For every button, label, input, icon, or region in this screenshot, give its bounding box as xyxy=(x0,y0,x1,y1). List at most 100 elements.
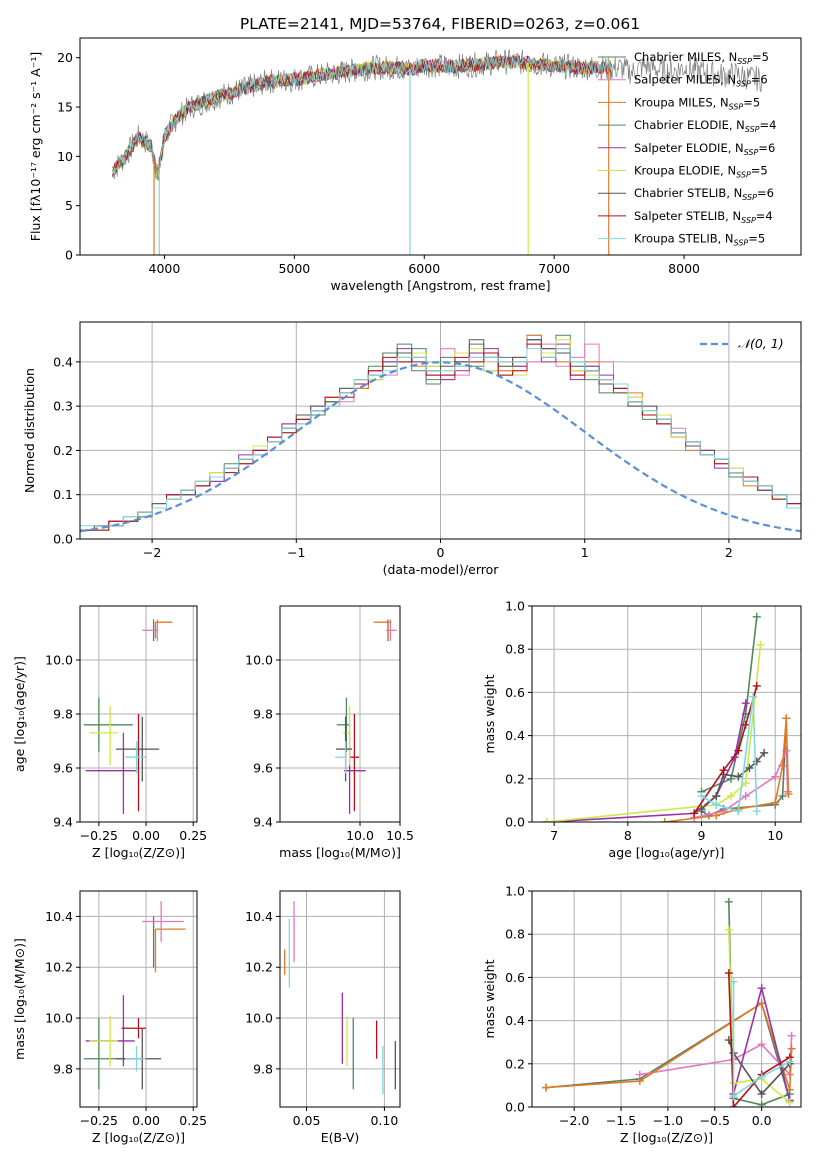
weight-line-kroupa-elodie xyxy=(728,929,791,1104)
y-axis-label: age [log₁₀(age/yr)] xyxy=(12,656,27,772)
y-tick-label: 9.8 xyxy=(253,1061,273,1076)
y-tick-label: 0.8 xyxy=(505,642,525,657)
y-tick-label: 1.0 xyxy=(505,884,525,899)
x-tick-label: 6000 xyxy=(408,261,440,276)
x-tick-label: −1.0 xyxy=(653,1113,683,1128)
weight-marker-kroupa-elodie xyxy=(785,1098,794,1107)
weight-marker-kroupa-stelib xyxy=(729,1092,738,1101)
x-tick-label: −2.0 xyxy=(559,1113,589,1128)
weight-marker-kroupa-stelib xyxy=(712,800,721,809)
x-tick-label: 5000 xyxy=(278,261,310,276)
axes-frame xyxy=(79,605,198,823)
x-tick-label: −1 xyxy=(287,545,305,560)
weight-line-chabrier-elodie xyxy=(701,616,758,793)
x-tick-label: 0.25 xyxy=(179,1113,207,1128)
axes-frame xyxy=(531,605,802,823)
weight-line-chabrier-miles xyxy=(546,1002,791,1101)
weight-marker-salpeter-stelib xyxy=(690,809,699,818)
weight-marker-salpeter-miles xyxy=(757,1040,766,1049)
legend-entry: Chabrier MILES, NSSP=5 xyxy=(634,50,769,66)
legend-entry: Salpeter STELIB, NSSP=4 xyxy=(634,209,773,225)
y-axis-label: Normed distribution xyxy=(22,368,37,493)
y-tick-label: 9.8 xyxy=(53,707,73,722)
y-tick-label: 9.6 xyxy=(53,761,73,776)
residual-histogram-axes: −2 −1 0 1 2 0.0 0.1 0.2 0.3 0.4 (data-model)/error… xyxy=(22,321,802,577)
weight-marker-chabrier-stelib xyxy=(697,805,706,814)
legend-entry: Chabrier STELIB, NSSP=6 xyxy=(634,186,774,202)
y-tick-label: 0.6 xyxy=(505,970,525,985)
x-tick-label: −0.5 xyxy=(700,1113,730,1128)
weight-marker-kroupa-stelib xyxy=(752,807,761,816)
x-tick-label: 4000 xyxy=(149,261,181,276)
plot-area xyxy=(112,49,763,255)
y-tick-label: 0.0 xyxy=(505,1100,525,1115)
weight-marker-kroupa-stelib xyxy=(785,1057,794,1066)
x-tick-label: 10.0 xyxy=(346,828,374,843)
x-axis-label: Z [log₁₀(Z/Z⊙)] xyxy=(92,1130,185,1145)
figure-title: PLATE=2141, MJD=53764, FIBERID=0263, z=0… xyxy=(240,15,640,33)
weight-marker-kroupa-elodie xyxy=(542,818,551,822)
x-tick-label: 7000 xyxy=(538,261,570,276)
weight-marker-kroupa-miles xyxy=(782,714,791,723)
normal-legend-label: 𝒩(0, 1) xyxy=(738,336,784,351)
weight-marker-kroupa-elodie xyxy=(724,925,733,934)
x-tick-label: 8000 xyxy=(668,261,700,276)
y-tick-label: 0.2 xyxy=(505,1056,525,1071)
weight-marker-kroupa-elodie xyxy=(756,640,765,649)
x-tick-label: 8 xyxy=(624,828,632,843)
weight-marker-kroupa-miles xyxy=(712,811,721,820)
y-tick-label: 10.0 xyxy=(245,653,273,668)
y-tick-label: 15 xyxy=(57,100,73,115)
legend-entry: Kroupa STELIB, NSSP=5 xyxy=(634,232,765,248)
weight-marker-chabrier-elodie xyxy=(724,897,733,906)
weight-marker-kroupa-miles xyxy=(778,761,787,770)
model-spectrum-kroupa-stelib xyxy=(112,55,613,177)
mass-vs-extinction-axes: 0.05 0.10 9.8 10.0 10.2 10.4 E(B-V) xyxy=(245,890,401,1145)
plot-area xyxy=(335,619,397,814)
weight-marker-chabrier-stelib xyxy=(734,772,743,781)
weight-marker-salpeter-stelib xyxy=(724,969,733,978)
y-axis-label: mass weight xyxy=(482,959,497,1038)
plot-area xyxy=(284,901,396,1095)
age-vs-mass-axes: 10.0 10.5 9.4 9.6 9.8 10.0 mass [log₁₀(M/M⊙)] xyxy=(245,605,414,860)
weight-marker-chabrier-stelib xyxy=(745,764,754,772)
x-tick-label: 0.00 xyxy=(132,1113,160,1128)
y-tick-label: 0.0 xyxy=(505,815,525,830)
age-vs-metallicity-axes: −0.25 0.00 0.25 9.4 9.6 9.8 10.0 Z [log₁₀(Z/Z⊙)… xyxy=(12,605,207,860)
legend-entry: Salpeter MILES, NSSP=6 xyxy=(634,73,768,89)
x-tick-label: 0.0 xyxy=(752,1113,772,1128)
weight-line-salpeter-stelib xyxy=(728,973,791,1107)
x-tick-label: 0.25 xyxy=(179,828,207,843)
x-tick-label: 0.00 xyxy=(132,828,160,843)
weight-marker-kroupa-miles xyxy=(542,1083,551,1092)
weight-marker-kroupa-stelib xyxy=(729,977,738,986)
axes-frame xyxy=(279,605,401,823)
weight-marker-kroupa-miles xyxy=(660,818,669,822)
weight-marker-chabrier-elodie xyxy=(752,612,761,621)
weight-marker-kroupa-elodie xyxy=(741,779,750,788)
weight-marker-kroupa-miles xyxy=(771,798,780,807)
y-tick-label: 10.4 xyxy=(45,909,73,924)
x-tick-label: 7 xyxy=(550,828,558,843)
weight-marker-kroupa-stelib xyxy=(757,1072,766,1081)
weight-marker-kroupa-stelib xyxy=(749,692,758,701)
weight-vs-age-axes: 7 8 9 10 0.0 0.2 0.4 0.6 0.8 1.0 age [log₁₀(age/yr… xyxy=(482,599,802,860)
y-tick-label: 9.8 xyxy=(53,1061,73,1076)
x-tick-label: 1 xyxy=(581,545,589,560)
x-tick-label: −2 xyxy=(143,545,161,560)
plot-area xyxy=(542,897,796,1107)
y-tick-label: 10.0 xyxy=(45,1011,73,1026)
weight-marker-salpeter-miles xyxy=(741,792,750,801)
y-tick-label: 10.2 xyxy=(245,960,273,975)
y-tick-label: 10.4 xyxy=(245,909,273,924)
axes-frame xyxy=(79,37,802,256)
x-axis-label: Z [log₁₀(Z/Z⊙)] xyxy=(92,845,185,860)
weight-marker-kroupa-miles xyxy=(784,789,793,798)
weight-marker-chabrier-stelib xyxy=(712,792,721,801)
x-tick-label: 0.10 xyxy=(370,1113,398,1128)
weight-marker-salpeter-stelib xyxy=(719,766,728,775)
y-tick-label: 10 xyxy=(57,149,73,164)
axes-frame xyxy=(279,890,401,1108)
weight-marker-chabrier-elodie xyxy=(757,1100,766,1107)
mass-vs-metallicity-axes: −0.25 0.00 0.25 9.8 10.0 10.2 10.4 Z [log₁₀(Z/Z… xyxy=(12,890,207,1145)
